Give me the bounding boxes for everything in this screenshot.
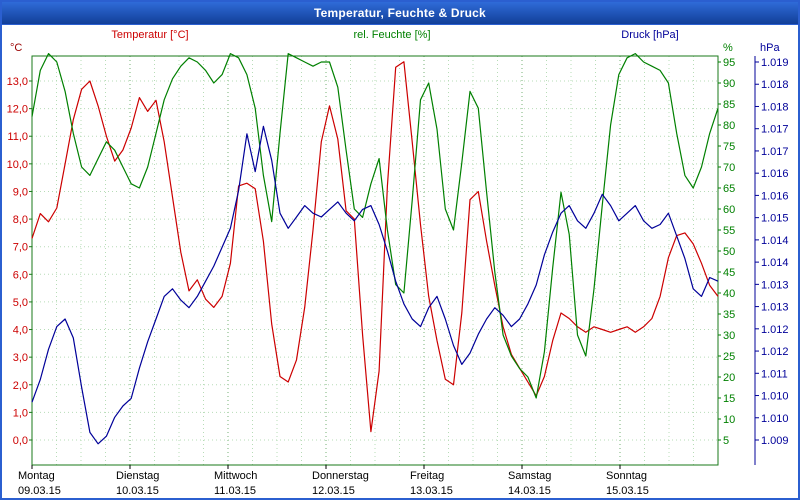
svg-text:°C: °C <box>10 42 22 54</box>
svg-text:Temperatur [°C]: Temperatur [°C] <box>111 29 188 41</box>
svg-text:1.011: 1.011 <box>761 368 788 380</box>
svg-text:45: 45 <box>723 267 735 279</box>
svg-text:8,0: 8,0 <box>13 214 28 226</box>
svg-text:10,0: 10,0 <box>7 159 28 171</box>
svg-text:5: 5 <box>723 435 729 447</box>
svg-text:1.010: 1.010 <box>761 391 789 403</box>
svg-text:25: 25 <box>723 351 735 363</box>
svg-text:4,0: 4,0 <box>13 325 28 337</box>
svg-text:20: 20 <box>723 372 735 384</box>
svg-text:1.016: 1.016 <box>761 190 789 202</box>
svg-text:6,0: 6,0 <box>13 269 28 281</box>
svg-text:1.009: 1.009 <box>761 435 789 447</box>
svg-text:1.012: 1.012 <box>761 346 789 358</box>
svg-text:65: 65 <box>723 183 735 195</box>
title-bar: Temperatur, Feuchte & Druck <box>2 2 798 25</box>
svg-text:1.018: 1.018 <box>761 101 789 113</box>
svg-text:1.014: 1.014 <box>761 235 789 247</box>
svg-text:Druck [hPa]: Druck [hPa] <box>621 29 678 41</box>
svg-text:1.017: 1.017 <box>761 124 789 136</box>
svg-text:1.012: 1.012 <box>761 324 789 336</box>
svg-text:12.03.15: 12.03.15 <box>312 485 355 497</box>
svg-text:%: % <box>723 42 733 54</box>
window-title: Temperatur, Feuchte & Druck <box>314 6 486 20</box>
svg-text:13.03.15: 13.03.15 <box>410 485 453 497</box>
svg-text:55: 55 <box>723 225 735 237</box>
svg-text:2,0: 2,0 <box>13 380 28 392</box>
svg-text:rel. Feuchte [%]: rel. Feuchte [%] <box>353 29 430 41</box>
svg-text:Dienstag: Dienstag <box>116 470 159 482</box>
svg-text:75: 75 <box>723 141 735 153</box>
svg-text:15.03.15: 15.03.15 <box>606 485 649 497</box>
svg-text:Mittwoch: Mittwoch <box>214 470 257 482</box>
svg-text:13,0: 13,0 <box>7 76 28 88</box>
svg-text:70: 70 <box>723 162 735 174</box>
svg-text:60: 60 <box>723 204 735 216</box>
svg-text:1.013: 1.013 <box>761 302 789 314</box>
svg-text:0,0: 0,0 <box>13 435 28 447</box>
svg-text:5,0: 5,0 <box>13 297 28 309</box>
svg-text:1.016: 1.016 <box>761 168 789 180</box>
svg-text:30: 30 <box>723 330 735 342</box>
svg-text:hPa: hPa <box>760 42 780 54</box>
svg-text:10.03.15: 10.03.15 <box>116 485 159 497</box>
svg-text:1.014: 1.014 <box>761 257 789 269</box>
svg-text:40: 40 <box>723 288 735 300</box>
svg-text:12,0: 12,0 <box>7 104 28 116</box>
svg-text:11,0: 11,0 <box>7 131 28 143</box>
svg-text:9,0: 9,0 <box>13 186 28 198</box>
svg-text:95: 95 <box>723 57 735 69</box>
svg-text:Sonntag: Sonntag <box>606 470 647 482</box>
svg-text:Freitag: Freitag <box>410 470 444 482</box>
svg-text:35: 35 <box>723 309 735 321</box>
svg-text:10: 10 <box>723 414 735 426</box>
svg-text:Donnerstag: Donnerstag <box>312 470 369 482</box>
svg-text:Samstag: Samstag <box>508 470 551 482</box>
svg-text:1.017: 1.017 <box>761 146 789 158</box>
svg-text:15: 15 <box>723 393 735 405</box>
svg-text:1.019: 1.019 <box>761 57 789 69</box>
svg-text:09.03.15: 09.03.15 <box>18 485 61 497</box>
svg-text:1.015: 1.015 <box>761 213 789 225</box>
svg-text:50: 50 <box>723 246 735 258</box>
chart-svg: Temperatur [°C] rel. Feuchte [%] Druck [hP… <box>7 29 789 497</box>
svg-text:3,0: 3,0 <box>13 352 28 364</box>
svg-text:1.018: 1.018 <box>761 79 789 91</box>
svg-text:90: 90 <box>723 78 735 90</box>
svg-text:80: 80 <box>723 120 735 132</box>
svg-text:Montag: Montag <box>18 470 55 482</box>
svg-text:1,0: 1,0 <box>13 407 28 419</box>
svg-text:14.03.15: 14.03.15 <box>508 485 551 497</box>
svg-text:1.013: 1.013 <box>761 279 789 291</box>
svg-text:7,0: 7,0 <box>13 242 28 254</box>
svg-text:85: 85 <box>723 99 735 111</box>
svg-text:1.010: 1.010 <box>761 413 789 425</box>
svg-text:11.03.15: 11.03.15 <box>214 485 256 497</box>
